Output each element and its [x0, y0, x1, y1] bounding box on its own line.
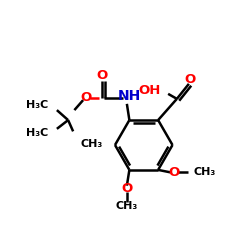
Text: CH₃: CH₃: [116, 201, 138, 211]
Text: O: O: [184, 73, 196, 86]
Text: H₃C: H₃C: [26, 128, 48, 138]
Text: O: O: [121, 182, 132, 195]
Text: O: O: [169, 166, 180, 179]
Text: O: O: [96, 69, 108, 82]
Text: O: O: [80, 91, 91, 104]
Text: H₃C: H₃C: [26, 100, 48, 110]
Text: NH: NH: [118, 89, 141, 103]
Text: OH: OH: [138, 84, 160, 96]
Text: CH₃: CH₃: [194, 168, 216, 177]
Text: CH₃: CH₃: [80, 139, 103, 149]
